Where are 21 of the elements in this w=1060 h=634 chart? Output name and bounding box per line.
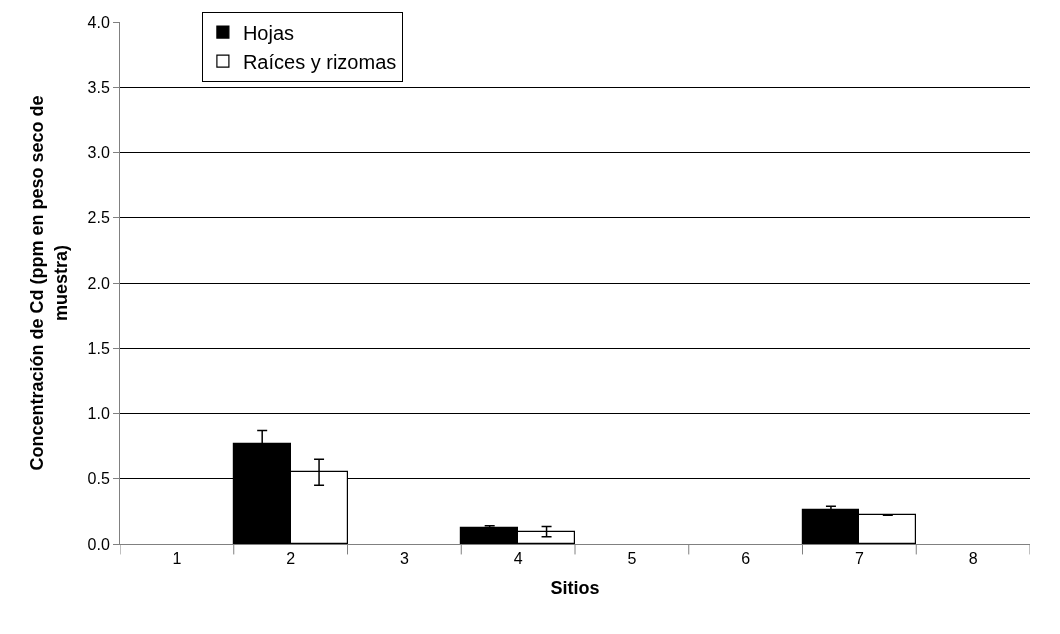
- y-tick-label: 3.5: [87, 78, 110, 96]
- y-tick-label: 0.0: [87, 535, 110, 553]
- x-axis-title: Sitios: [550, 578, 600, 599]
- x-tick-label: 6: [741, 550, 751, 568]
- x-tick-label: 5: [627, 550, 637, 568]
- y-axis-title: Concentración de Cd (ppm en peso seco de muestra): [27, 95, 71, 471]
- x-tick-label: 1: [172, 550, 182, 568]
- x-tick-label: 8: [968, 550, 978, 568]
- y-tick-label: 0.5: [87, 470, 110, 488]
- x-tick-label: 3: [399, 550, 409, 568]
- y-tick-label: 2.5: [87, 209, 110, 227]
- y-tick-label: 1.0: [87, 405, 110, 423]
- x-tick-label: 4: [513, 550, 523, 568]
- legend-label: Hojas: [242, 21, 295, 44]
- y-tick-label: 1.5: [87, 339, 110, 357]
- x-tick-label: 2: [286, 550, 296, 568]
- x-tick-label: 7: [854, 550, 864, 568]
- legend-label: Raíces y rizomas: [242, 50, 397, 73]
- y-tick-label: 3.0: [87, 144, 110, 162]
- y-tick-label: 2.0: [87, 274, 110, 292]
- y-tick-label: 4.0: [87, 13, 110, 31]
